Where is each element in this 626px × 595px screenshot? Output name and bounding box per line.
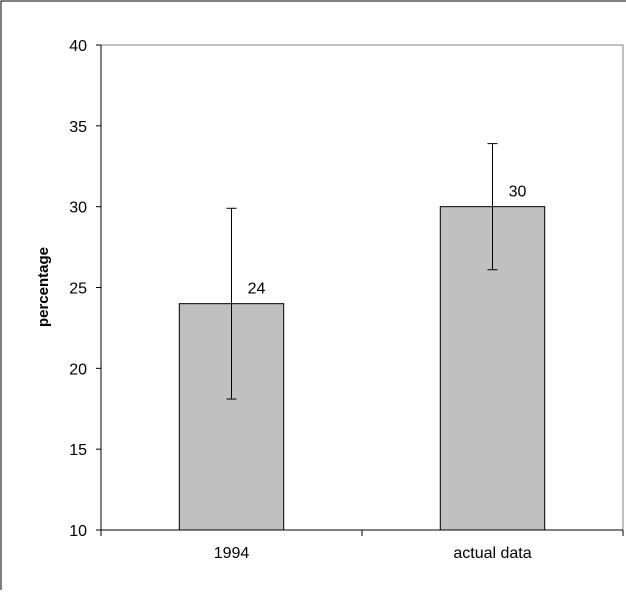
y-tick-label: 15 [69,442,87,459]
y-axis: 10 15 20 25 30 35 40 [69,38,102,540]
x-axis: 1994 actual data [100,529,624,562]
data-label: 24 [248,281,266,298]
y-tick-label: 10 [69,523,87,540]
x-category-label: 1994 [214,545,250,562]
x-category-label: actual data [453,545,531,562]
y-tick-label: 25 [69,281,87,298]
y-tick-label: 40 [69,38,87,55]
y-tick-label: 20 [69,361,87,378]
bars-group: 24 30 [178,143,546,531]
y-axis-label: percentage [35,247,52,327]
y-tick-label: 30 [69,200,87,217]
y-tick-label: 35 [69,119,87,136]
data-label: 30 [509,184,527,201]
